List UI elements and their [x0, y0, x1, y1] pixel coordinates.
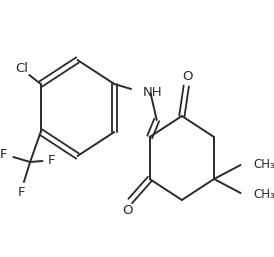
Text: O: O — [182, 69, 192, 82]
Text: NH: NH — [142, 86, 162, 98]
Text: F: F — [18, 186, 25, 198]
Text: CH₃: CH₃ — [253, 188, 274, 200]
Text: CH₃: CH₃ — [253, 158, 274, 170]
Text: F: F — [0, 148, 7, 161]
Text: F: F — [48, 153, 55, 167]
Text: Cl: Cl — [15, 62, 28, 76]
Text: O: O — [122, 205, 133, 217]
